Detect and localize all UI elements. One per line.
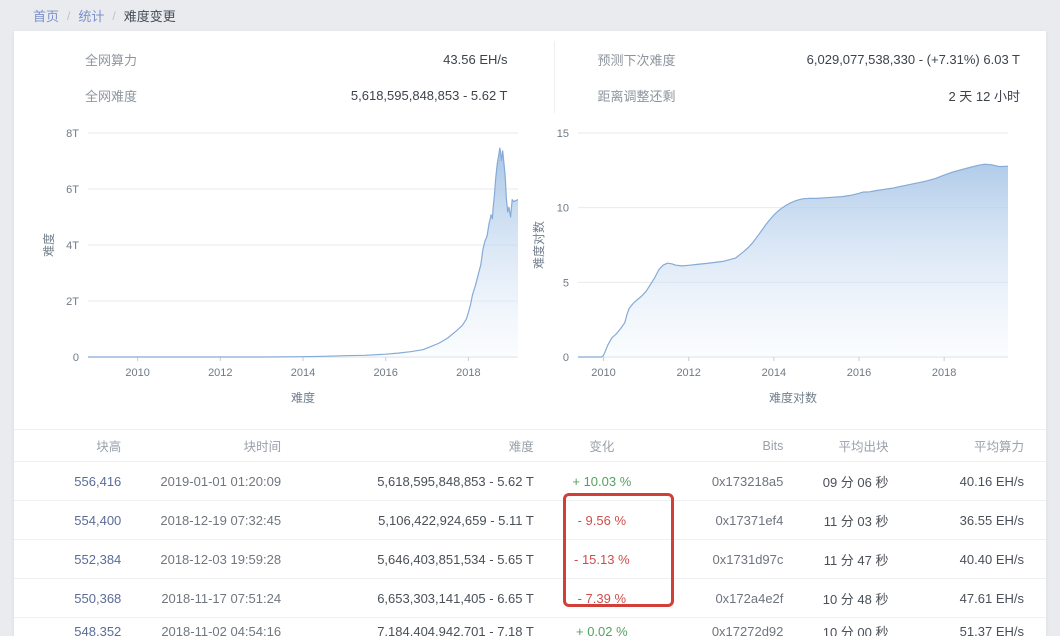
avg-block-time: 11 分 03 秒 [787, 500, 891, 540]
stat-label: 距离调整还剩 [597, 88, 676, 104]
block-height-link[interactable]: 550,368 [14, 578, 126, 618]
col-header-avg-block: 平均出块 [838, 440, 889, 454]
col-header-block-height: 块高 [96, 440, 122, 454]
table-header-row: 块高 块时间 难度 变化 Bits 平均出块 平均算力 [14, 430, 1046, 462]
breadcrumb-current-page: 难度变更 [123, 9, 176, 24]
col-header-change: 变化 [589, 440, 615, 454]
stat-predicted-next-difficulty: 预测下次难度 6,029,077,538,330 - (+7.31%) 6.03… [598, 41, 1021, 77]
col-header-avg-hashrate: 平均算力 [973, 440, 1024, 454]
svg-text:难度对数: 难度对数 [769, 390, 817, 405]
block-time: 2018-11-02 04:54:16 [125, 617, 284, 636]
stats-summary: 全网算力 43.56 EH/s 全网难度 5,618,595,848,853 -… [14, 31, 1046, 113]
table-row: 552,384 2018-12-03 19:59:28 5,646,403,85… [14, 539, 1046, 579]
stat-time-to-adjustment: 距离调整还剩 2 天 12 小时 [598, 77, 1021, 113]
svg-text:0: 0 [563, 352, 569, 364]
block-height-link[interactable]: 552,384 [14, 539, 126, 579]
main-card: 全网算力 43.56 EH/s 全网难度 5,618,595,848,853 -… [14, 31, 1046, 636]
change-percent: + 10.03 % [535, 461, 668, 501]
avg-hashrate: 40.16 EH/s [890, 461, 1046, 501]
stat-value: 6,029,077,538,330 - (+7.31%) 6.03 T [806, 51, 1020, 67]
avg-block-time: 11 分 47 秒 [787, 539, 891, 579]
difficulty-value: 5,646,403,851,534 - 5.65 T [283, 539, 536, 579]
avg-block-time: 10 分 00 秒 [787, 617, 891, 636]
block-time: 2019-01-01 01:20:09 [125, 461, 284, 501]
breadcrumb-separator: / [112, 8, 116, 23]
svg-text:难度: 难度 [291, 390, 315, 405]
difficulty-value: 6,653,303,141,405 - 6.65 T [283, 578, 536, 618]
stat-label: 全网难度 [85, 88, 138, 104]
block-height-link[interactable]: 556,416 [14, 461, 126, 501]
svg-text:8T: 8T [66, 128, 79, 140]
block-height-link[interactable]: 554,400 [14, 500, 126, 540]
svg-text:难度: 难度 [41, 233, 56, 257]
bits-value: 0x173218a5 [667, 461, 788, 501]
svg-text:0: 0 [73, 352, 79, 364]
stat-network-difficulty: 全网难度 5,618,595,848,853 - 5.62 T [85, 77, 508, 113]
avg-hashrate: 40.40 EH/s [890, 539, 1046, 579]
stat-value: 5,618,595,848,853 - 5.62 T [350, 87, 508, 103]
block-time: 2018-12-19 07:32:45 [125, 500, 284, 540]
change-percent: - 15.13 % [535, 539, 668, 579]
breadcrumb: 首页 / 统计 / 难度变更 [0, 0, 1060, 31]
svg-text:2014: 2014 [762, 367, 786, 379]
block-time: 2018-11-17 07:51:24 [125, 578, 284, 618]
stat-network-hashrate: 全网算力 43.56 EH/s [85, 41, 508, 77]
svg-text:6T: 6T [66, 184, 79, 196]
svg-text:2016: 2016 [373, 367, 397, 379]
bits-value: 0x17272d92 [667, 617, 788, 636]
stat-label: 全网算力 [85, 52, 138, 68]
breadcrumb-home[interactable]: 首页 [33, 9, 60, 24]
stat-value: 2 天 12 小时 [948, 88, 1020, 104]
svg-text:2012: 2012 [208, 367, 232, 379]
change-percent: - 9.56 % [535, 500, 668, 540]
table-row: 554,400 2018-12-19 07:32:45 5,106,422,92… [14, 500, 1046, 540]
stats-column-right: 预测下次难度 6,029,077,538,330 - (+7.31%) 6.03… [553, 41, 1047, 113]
table-row: 556,416 2019-01-01 01:20:09 5,618,595,84… [14, 461, 1046, 501]
stat-value: 43.56 EH/s [443, 51, 508, 67]
table-row: 550,368 2018-11-17 07:51:24 6,653,303,14… [14, 578, 1046, 618]
svg-text:2018: 2018 [932, 367, 956, 379]
svg-text:5: 5 [563, 277, 569, 289]
avg-block-time: 10 分 48 秒 [787, 578, 891, 618]
avg-hashrate: 36.55 EH/s [890, 500, 1046, 540]
svg-text:难度对数: 难度对数 [531, 221, 546, 269]
change-percent: + 0.02 % [535, 617, 668, 636]
svg-text:2010: 2010 [125, 367, 149, 379]
avg-hashrate: 47.61 EH/s [890, 578, 1046, 618]
breadcrumb-stats[interactable]: 统计 [78, 9, 105, 24]
stat-label: 预测下次难度 [597, 52, 676, 68]
svg-text:2018: 2018 [456, 367, 480, 379]
difficulty-value: 5,106,422,924,659 - 5.11 T [283, 500, 536, 540]
svg-text:2012: 2012 [676, 367, 700, 379]
bits-value: 0x172a4e2f [667, 578, 788, 618]
breadcrumb-separator: / [67, 8, 71, 23]
change-percent: - 7.39 % [535, 578, 668, 618]
col-header-bits: Bits [762, 438, 784, 453]
difficulty-value: 5,618,595,848,853 - 5.62 T [283, 461, 536, 501]
svg-text:15: 15 [557, 128, 569, 140]
charts-section: 0 2T 4T 6T 8T 2010 2012 2014 2016 2018 难度 难度 0 5 10 15… [14, 113, 1046, 417]
stats-column-left: 全网算力 43.56 EH/s 全网难度 5,618,595,848,853 -… [14, 41, 554, 113]
block-height-link[interactable]: 548,352 [14, 617, 126, 636]
svg-text:2010: 2010 [591, 367, 615, 379]
difficulty-history-table: 块高 块时间 难度 变化 Bits 平均出块 平均算力 556,416 2019… [14, 429, 1046, 636]
svg-text:2014: 2014 [291, 367, 315, 379]
block-time: 2018-12-03 19:59:28 [125, 539, 284, 579]
table-row: 548,352 2018-11-02 04:54:16 7,184,404,94… [14, 617, 1046, 636]
difficulty-value: 7,184,404,942,701 - 7.18 T [283, 617, 536, 636]
svg-text:2016: 2016 [847, 367, 871, 379]
svg-text:4T: 4T [66, 240, 79, 252]
bits-value: 0x1731d97c [667, 539, 788, 579]
bits-value: 0x17371ef4 [667, 500, 788, 540]
svg-text:2T: 2T [66, 296, 79, 308]
col-header-difficulty: 难度 [508, 440, 534, 454]
svg-text:10: 10 [557, 203, 569, 215]
col-header-block-time: 块时间 [243, 440, 282, 454]
avg-hashrate: 51.37 EH/s [890, 617, 1046, 636]
avg-block-time: 09 分 06 秒 [787, 461, 891, 501]
